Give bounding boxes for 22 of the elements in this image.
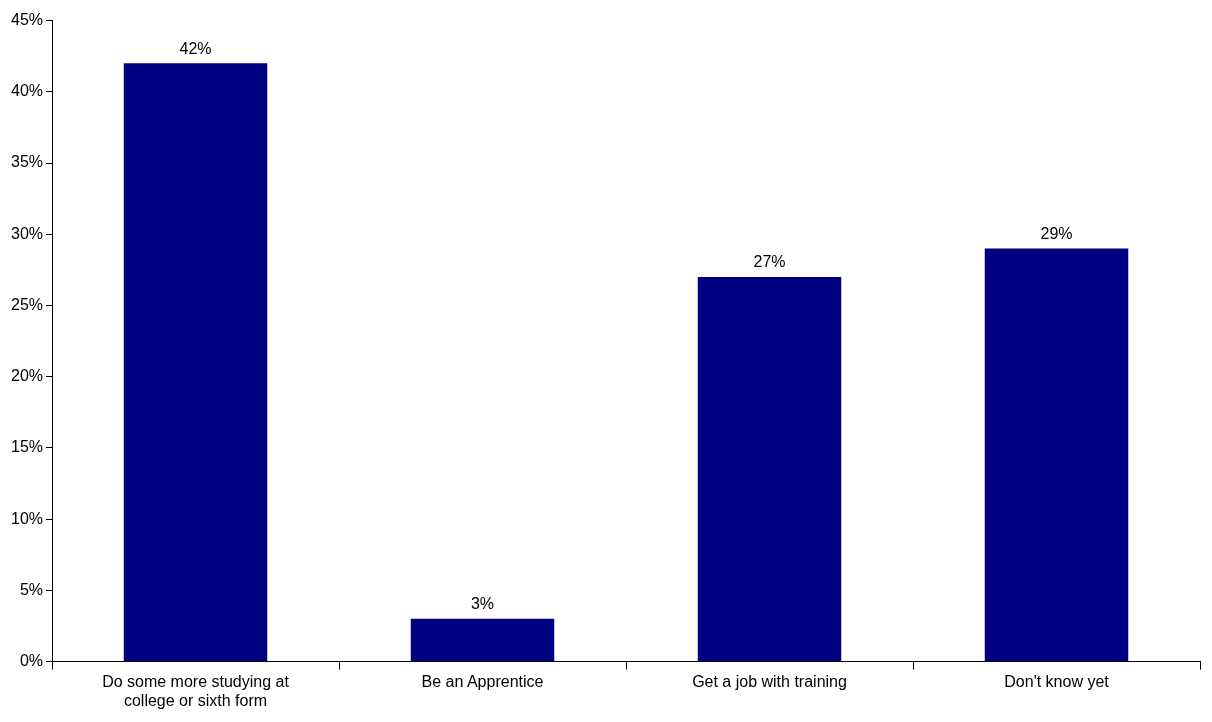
y-tick-label: 15% bbox=[10, 438, 44, 456]
data-label: 29% bbox=[1040, 224, 1073, 242]
x-tick-label: Don't know yet bbox=[1004, 672, 1110, 690]
data-label: 42% bbox=[179, 39, 212, 57]
bar bbox=[697, 277, 842, 662]
y-tick-label: 30% bbox=[10, 224, 44, 242]
y-tick-label: 25% bbox=[10, 295, 44, 313]
y-tick-label: 10% bbox=[10, 509, 44, 527]
y-tick-label: 40% bbox=[10, 82, 44, 100]
y-tick-label: 0% bbox=[19, 652, 44, 670]
y-tick-label: 20% bbox=[10, 367, 44, 385]
y-tick-label: 45% bbox=[10, 11, 44, 29]
x-tick-label: Be an Apprentice bbox=[421, 672, 544, 690]
x-tick-label: Get a job with training bbox=[692, 672, 847, 690]
bar bbox=[123, 63, 268, 662]
bar bbox=[410, 618, 555, 662]
y-tick-label: 35% bbox=[10, 153, 44, 171]
bar bbox=[984, 248, 1129, 662]
data-label: 3% bbox=[470, 595, 495, 613]
data-label: 27% bbox=[753, 253, 786, 271]
x-tick-label: Do some more studying at college or sixth form bbox=[102, 672, 290, 709]
y-tick-label: 5% bbox=[19, 580, 44, 598]
